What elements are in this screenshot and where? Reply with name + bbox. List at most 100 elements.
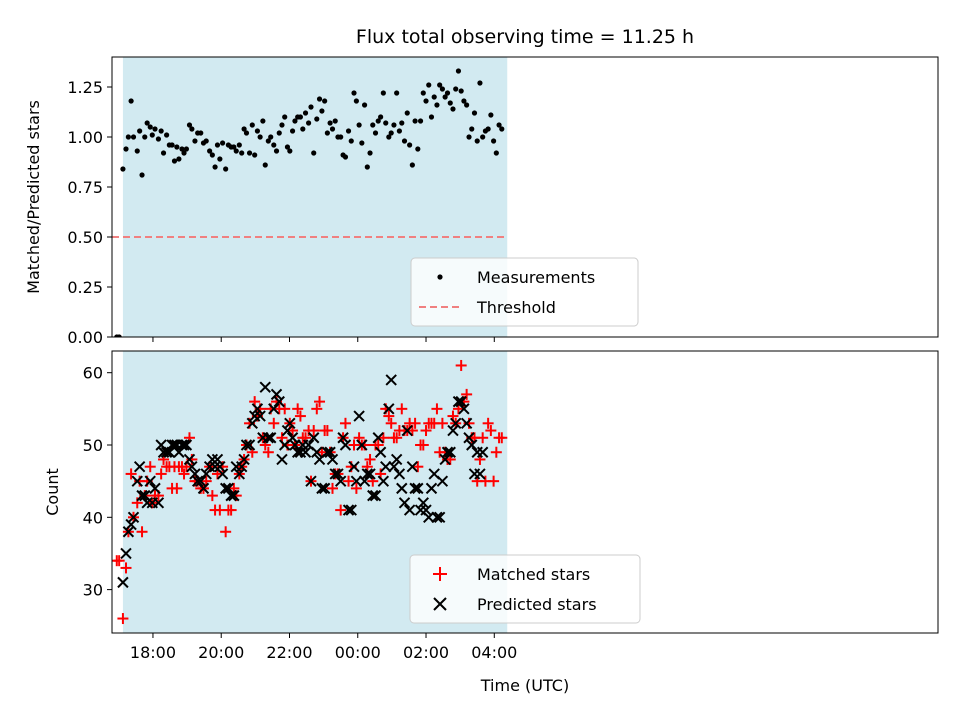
measurement-point: [311, 150, 317, 156]
measurement-point: [214, 142, 221, 148]
measurement-point: [231, 144, 237, 150]
predicted-star-point: [238, 453, 250, 466]
y-tick-label: 40: [83, 508, 103, 527]
bottom-x-ticks: 18:00 20:00 22:00 00:00 02:00 04:00: [130, 633, 517, 662]
matched-star-point: [262, 446, 274, 458]
y-tick-label: 1.25: [67, 78, 103, 97]
predicted-star-point: [324, 446, 336, 458]
measurement-point: [485, 126, 491, 132]
measurement-point: [174, 144, 180, 150]
predicted-star-point: [189, 468, 201, 480]
predicted-star-point: [377, 475, 390, 487]
predicted-star-point: [409, 482, 421, 495]
x-tick-label: 20:00: [198, 643, 244, 662]
measurement-point: [458, 88, 464, 94]
measurement-point: [359, 140, 365, 146]
measurement-point: [155, 136, 162, 142]
measurement-point: [171, 158, 178, 164]
predicted-star-point: [186, 460, 198, 473]
measurement-point: [428, 114, 435, 120]
measurement-point: [249, 122, 255, 128]
measurement-point: [453, 86, 459, 92]
predicted-star-point: [425, 482, 438, 495]
predicted-star-point: [396, 482, 408, 495]
measurement-point: [164, 132, 170, 138]
measurement-point: [257, 134, 263, 140]
measurement-point: [488, 112, 494, 118]
measurement-point: [396, 128, 402, 134]
measurement-point: [287, 148, 293, 154]
predicted-star-point: [178, 439, 190, 451]
bottom-legend: Matched stars Predicted stars: [409, 554, 641, 624]
y-tick-label: 60: [83, 364, 103, 383]
measurement-point: [401, 138, 408, 144]
measurement-point: [265, 138, 271, 144]
matched-star-point: [292, 403, 304, 415]
predicted-star-point: [474, 468, 486, 480]
matched-star-point: [391, 432, 403, 444]
measurement-point: [246, 150, 253, 156]
predicted-star-point: [152, 497, 165, 509]
matched-star-point: [279, 403, 291, 415]
predicted-star-point: [268, 403, 280, 415]
measurement-point: [434, 102, 440, 108]
predicted-star-point: [460, 417, 473, 430]
predicted-star-point: [305, 475, 317, 487]
predicted-star-point: [383, 403, 395, 415]
predicted-star-point: [455, 395, 467, 408]
measurement-point: [160, 150, 167, 156]
matched-star-point: [178, 468, 190, 480]
predicted-star-point: [216, 468, 229, 480]
measurement-point: [302, 110, 309, 116]
measurement-point: [268, 134, 274, 140]
x-tick-label: 02:00: [403, 643, 449, 662]
x-tick-label: 00:00: [335, 643, 381, 662]
measurement-point: [262, 162, 268, 168]
measurement-point: [289, 128, 296, 134]
matched-star-point: [326, 482, 338, 494]
measurement-point: [399, 120, 405, 126]
measurement-point: [329, 126, 336, 132]
predicted-star-point: [243, 439, 256, 451]
measurement-point: [469, 126, 475, 132]
measurement-point: [412, 118, 418, 124]
predicted-star-point: [417, 497, 429, 509]
legend-matched-label: Matched stars: [477, 565, 590, 584]
predicted-star-point: [276, 453, 288, 466]
predicted-star-point: [120, 547, 132, 560]
measurement-point: [474, 138, 480, 144]
measurement-point: [490, 138, 497, 144]
measurement-point: [241, 126, 247, 132]
measurement-point: [493, 150, 499, 156]
measurement-point: [353, 98, 359, 104]
predicted-star-point: [183, 453, 196, 466]
measurement-point: [380, 90, 386, 96]
measurement-point: [292, 118, 298, 124]
predicted-star-point: [136, 489, 148, 502]
predicted-star-point: [334, 475, 347, 487]
bottom-axes-frame: [111, 350, 939, 634]
predicted-star-point: [466, 439, 478, 451]
matched-star-point: [155, 468, 167, 480]
measurement-point: [356, 122, 362, 128]
predicted-star-point: [270, 388, 283, 401]
measurement-point: [181, 150, 187, 156]
y-tick-label: 0.75: [67, 178, 103, 197]
matched-star-point: [144, 461, 156, 473]
predicted-star-point: [214, 460, 226, 473]
predicted-star-point: [235, 460, 248, 473]
matched-star-point: [377, 432, 389, 444]
predicted-star-point: [458, 403, 470, 415]
measurement-point: [372, 130, 379, 136]
measurement-point: [282, 114, 288, 120]
predicted-star-point: [345, 504, 357, 516]
measurement-point: [342, 154, 349, 160]
measurement-point: [149, 132, 155, 138]
measurement-point: [209, 152, 215, 158]
measurement-point: [192, 138, 198, 144]
measurement-point: [423, 98, 429, 104]
predicted-star-point: [476, 446, 489, 458]
measurement-point: [152, 126, 158, 132]
predicted-star-point: [131, 475, 143, 487]
predicted-star-point: [144, 475, 156, 487]
